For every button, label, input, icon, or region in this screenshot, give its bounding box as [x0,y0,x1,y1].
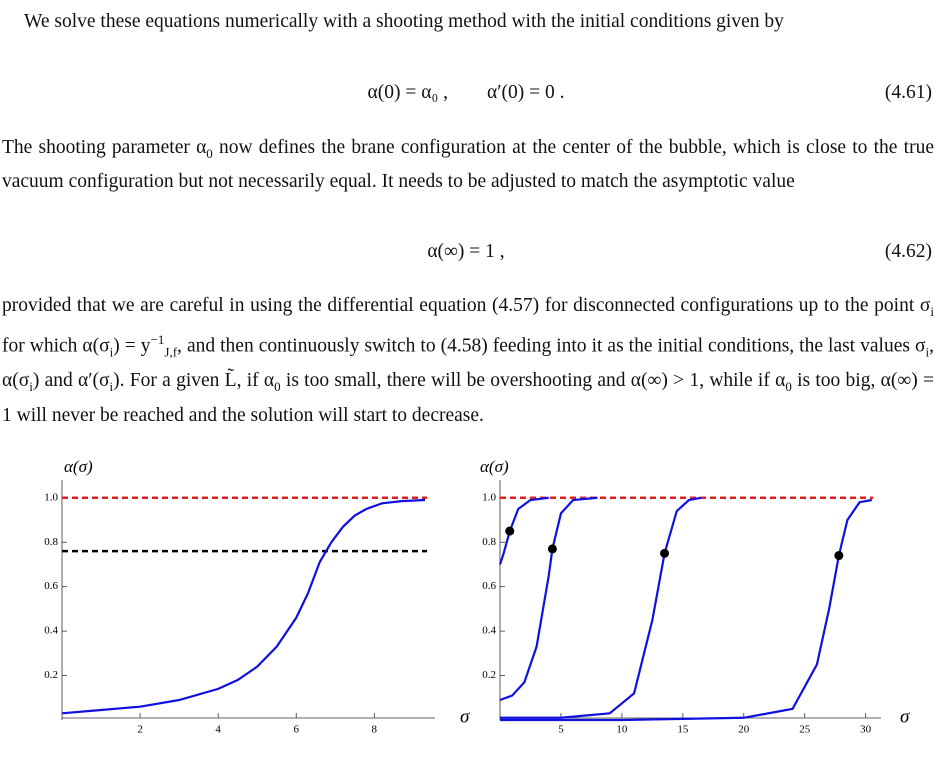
paragraph: provided that we are careful in using th… [2,292,934,430]
equation-number: (4.62) [884,241,932,262]
y-tick-label: 0.2 [482,669,496,681]
point [660,548,670,558]
x-tick-label: 5 [558,724,564,736]
x-tick-label: 30 [860,724,872,736]
text-run: −1 [150,332,165,348]
point [505,526,515,536]
text-run: is too big, α(∞) = 1 will never be reach… [2,370,934,426]
x-tick-label: 25 [799,724,811,736]
y-tick-label: 0.8 [482,536,496,548]
equation-number: (4.61) [884,82,932,103]
text-run: i [109,344,114,360]
text-run: 0 [274,379,281,395]
text-run: J,f [164,344,178,360]
text-run: i [925,344,930,360]
x-tick-label: 8 [372,724,378,736]
x-tick-label: 2 [137,724,143,736]
equation-text: α(∞) = 1 , [427,241,505,262]
equation: α(0) = α₀ , α′(0) = 0 . (4.61) [0,82,932,110]
y-tick-label: 0.6 [482,580,496,592]
y-tick-label: 0.4 [482,625,496,637]
paragraph: We solve these equations numerically wit… [2,8,934,37]
text-run: ). For a given L̃, if α [113,370,275,392]
x-tick-label: 6 [293,724,299,736]
x-tick-label: 20 [738,724,750,736]
y-tick-label: 0.4 [44,625,58,637]
text-run: , and then continuously switch to (4.58)… [177,335,926,357]
curve [499,496,598,702]
text-run: provided that we are careful in using th… [2,295,931,316]
text-run: i [109,379,114,395]
y-tick-label: 1.0 [482,491,496,503]
text-run: is too small, there will be overshooting… [280,370,786,392]
y-tick-label: 1.0 [44,491,58,503]
y-axis-label: α(σ) [480,457,509,476]
text-run: i [930,303,934,319]
text-run: ) = y [113,335,151,357]
x-tick-label: 10 [616,724,628,736]
y-tick-label: 0.6 [44,580,58,592]
equation-text: α(0) = α₀ , α′(0) = 0 . [367,82,565,103]
equation: α(∞) = 1 , (4.62) [0,241,932,269]
curve [500,498,872,722]
curve [498,496,549,565]
y-tick-label: 0.8 [44,536,58,548]
x-axis-label: σ [900,706,910,727]
x-tick-label: 15 [677,724,689,736]
text-run: The shooting parameter α [2,137,207,158]
y-tick-label: 0.2 [44,669,58,681]
text-run: now defines the brane configuration at t… [2,137,934,193]
text-run: 0 [206,145,213,161]
paragraph: The shooting parameter α0 now defines th… [2,134,934,197]
text-run: for which α(σ [2,335,110,357]
text-run: ) and α′(σ [32,370,110,392]
curve [61,498,426,715]
text-run: i [29,379,33,395]
y-axis-label: α(σ) [64,457,93,476]
curve [500,496,702,719]
text-run: , α(σ [2,335,934,392]
point [834,551,844,561]
text-run: We solve these equations numerically wit… [24,11,784,32]
text-run: 0 [785,379,792,395]
x-axis-label: σ [460,706,470,727]
x-tick-label: 4 [215,724,221,736]
point [547,544,557,554]
